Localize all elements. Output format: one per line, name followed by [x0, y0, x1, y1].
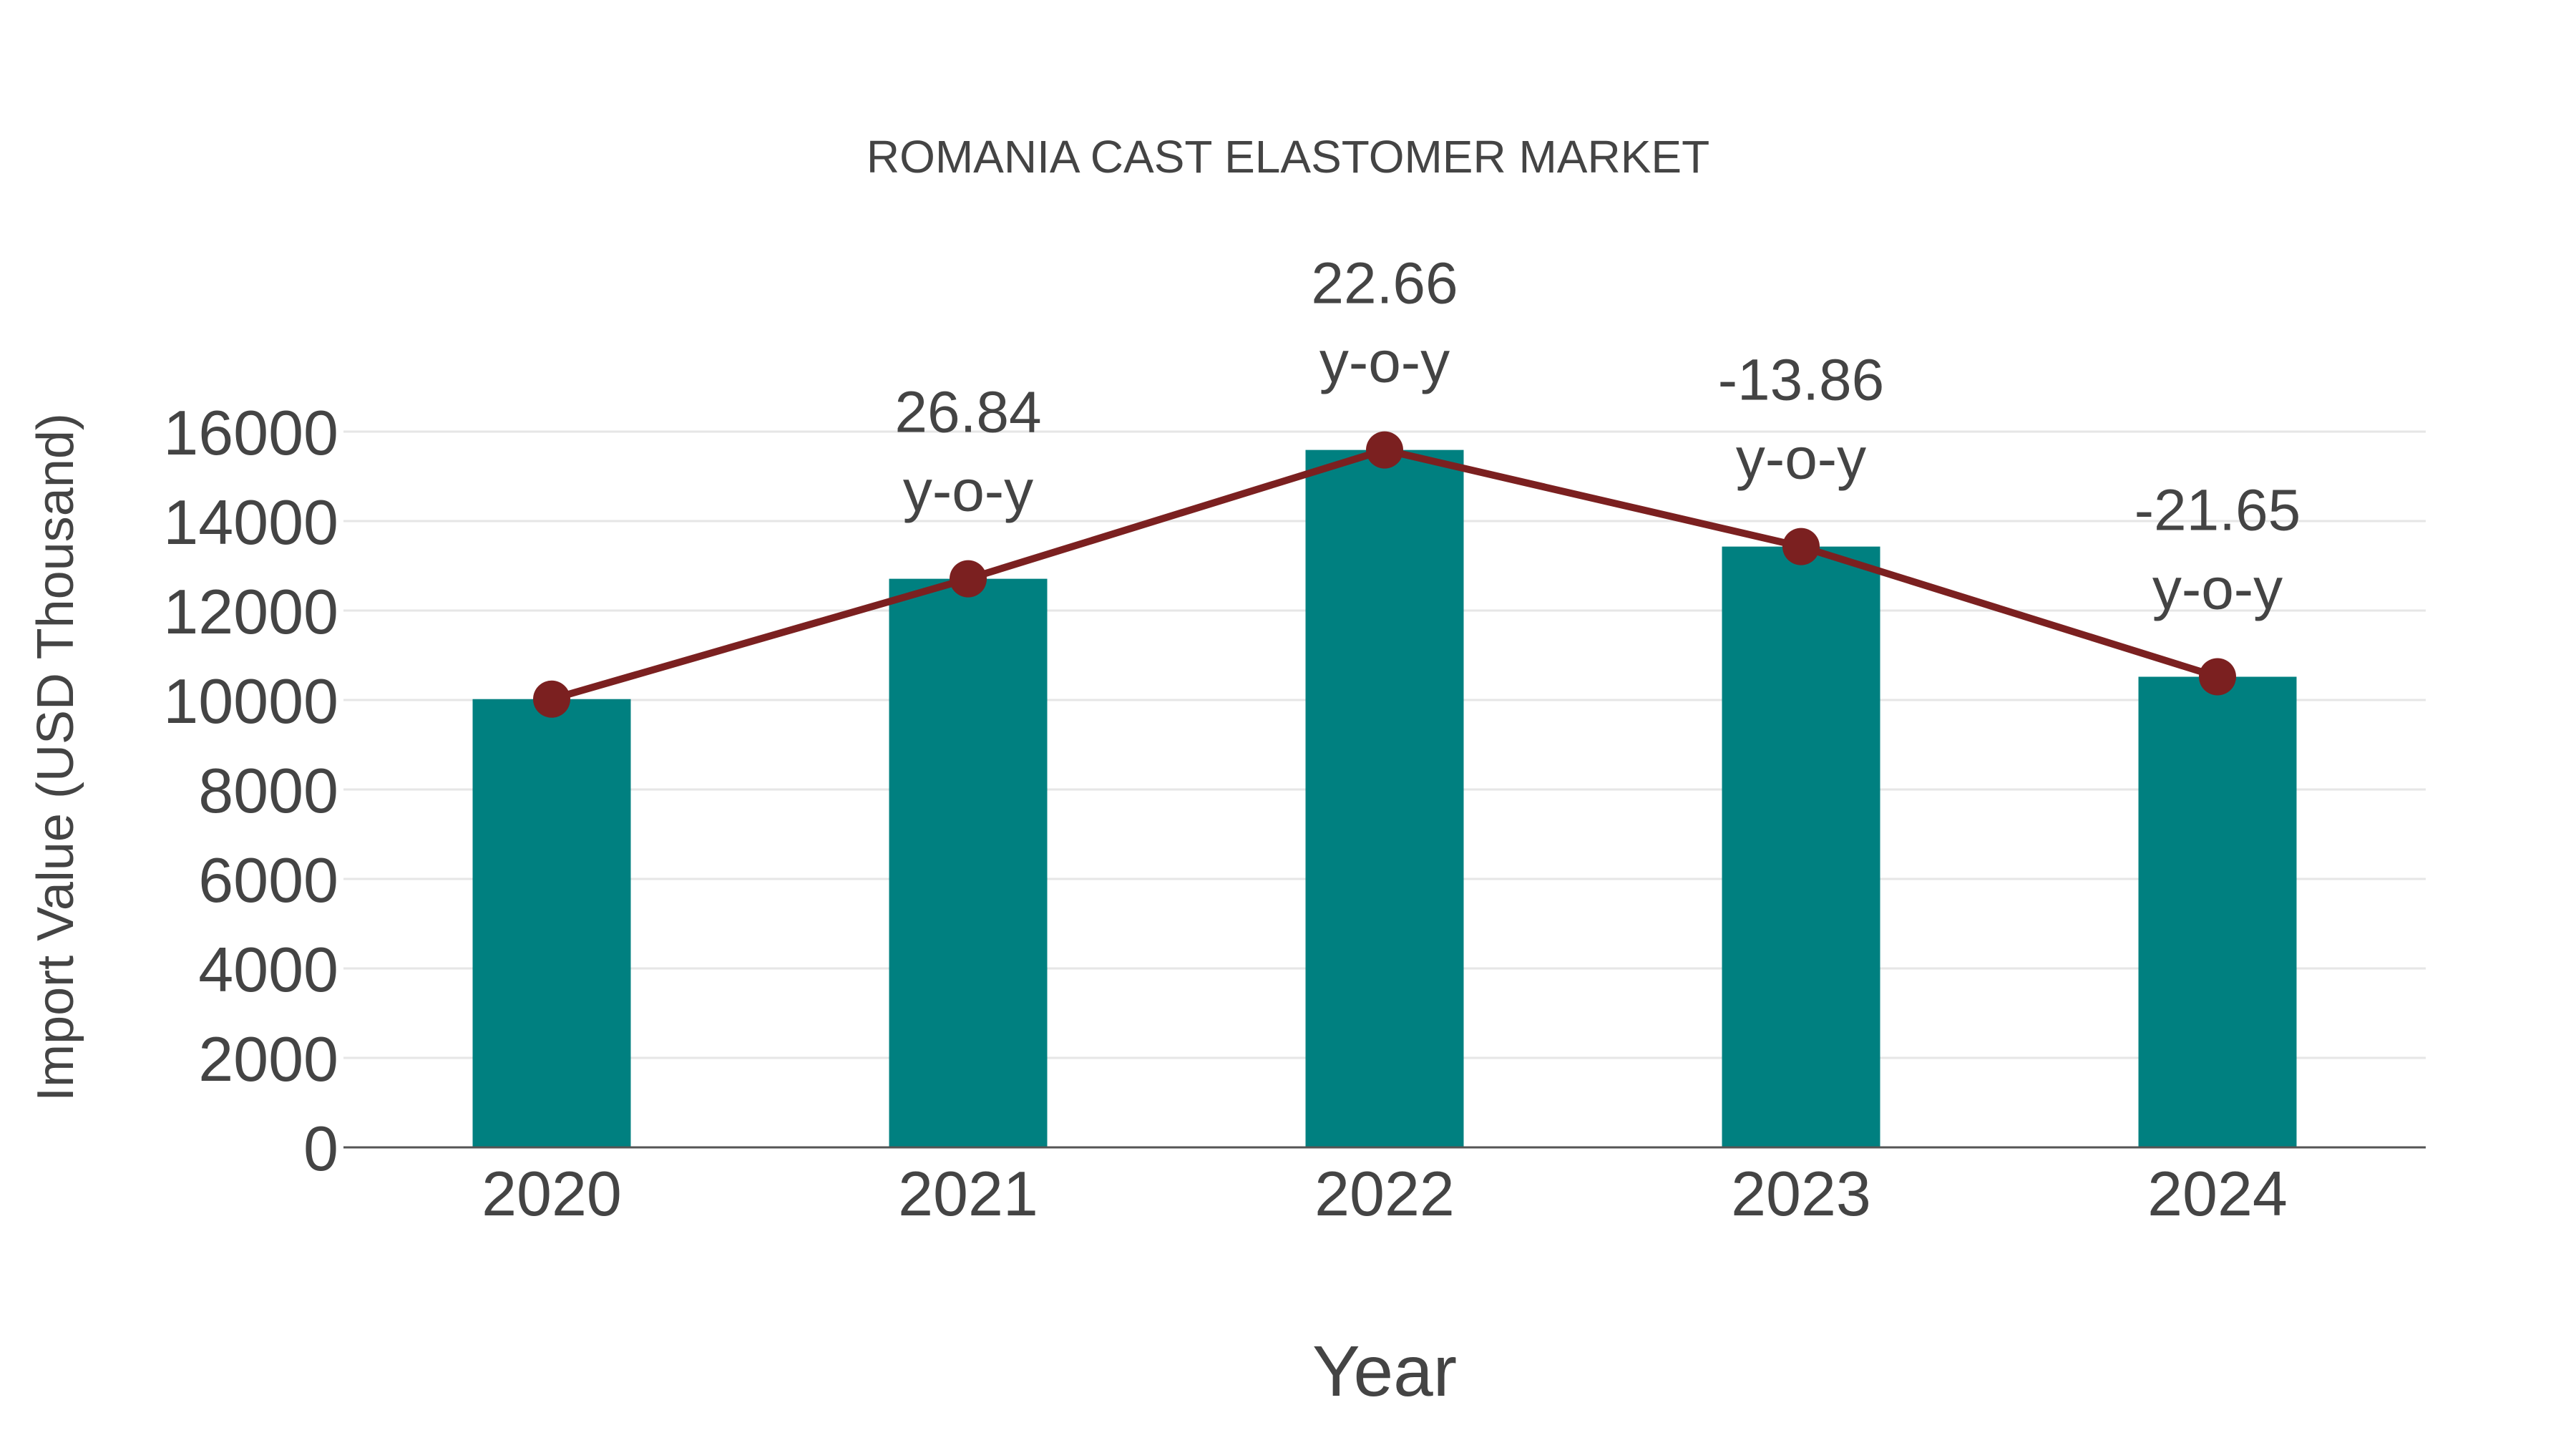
- x-tick-label: 2020: [482, 1158, 622, 1229]
- yoy-suffix: y-o-y: [1736, 427, 1866, 492]
- data-point-marker: [2199, 658, 2236, 696]
- x-tick-label: 2023: [1731, 1158, 1871, 1229]
- y-tick-label: 4000: [198, 934, 338, 1005]
- y-axis-ticks: 0 2000 4000 6000 8000 10000 12000 14000 16000: [163, 397, 338, 1184]
- bar-2022: [1305, 449, 1464, 1147]
- x-tick-label: 2022: [1314, 1158, 1455, 1229]
- x-tick-label: 2024: [2147, 1158, 2288, 1229]
- yoy-suffix: y-o-y: [1319, 330, 1450, 395]
- y-tick-label: 14000: [163, 487, 338, 558]
- yoy-value: 26.84: [894, 380, 1041, 445]
- data-point-marker: [533, 680, 570, 718]
- x-axis-ticks: 2020 2021 2022 2023 2024: [482, 1158, 2288, 1229]
- y-tick-label: 2000: [198, 1024, 338, 1094]
- data-point-marker: [1366, 431, 1403, 469]
- trend-line: [533, 431, 2236, 718]
- yoy-annotations: 26.84 y-o-y 22.66 y-o-y -13.86 y-o-y -21.65 y-o…: [894, 251, 2301, 622]
- bar-2021: [889, 578, 1048, 1147]
- y-tick-label: 0: [303, 1113, 338, 1184]
- y-tick-label: 10000: [163, 666, 338, 737]
- bar-2023: [1722, 546, 1880, 1147]
- yoy-suffix: y-o-y: [2152, 557, 2283, 622]
- y-tick-label: 12000: [163, 576, 338, 647]
- bar-2024: [2138, 676, 2297, 1147]
- y-tick-label: 16000: [163, 397, 338, 468]
- data-point-marker: [1782, 528, 1820, 565]
- yoy-value: -13.86: [1718, 348, 1885, 413]
- bar-2020: [472, 699, 631, 1147]
- bars: [472, 449, 2297, 1147]
- x-axis-title: Year: [1312, 1331, 1457, 1411]
- data-point-marker: [950, 560, 987, 598]
- yoy-suffix: y-o-y: [903, 459, 1033, 524]
- yoy-value: -21.65: [2135, 478, 2301, 543]
- y-axis-title: Import Value (USD Thousand): [27, 413, 84, 1102]
- y-tick-label: 8000: [198, 755, 338, 826]
- chart-title: ROMANIA CAST ELASTOMER MARKET: [867, 131, 1709, 183]
- yoy-value: 22.66: [1311, 251, 1458, 316]
- y-tick-label: 6000: [198, 845, 338, 915]
- x-tick-label: 2021: [898, 1158, 1038, 1229]
